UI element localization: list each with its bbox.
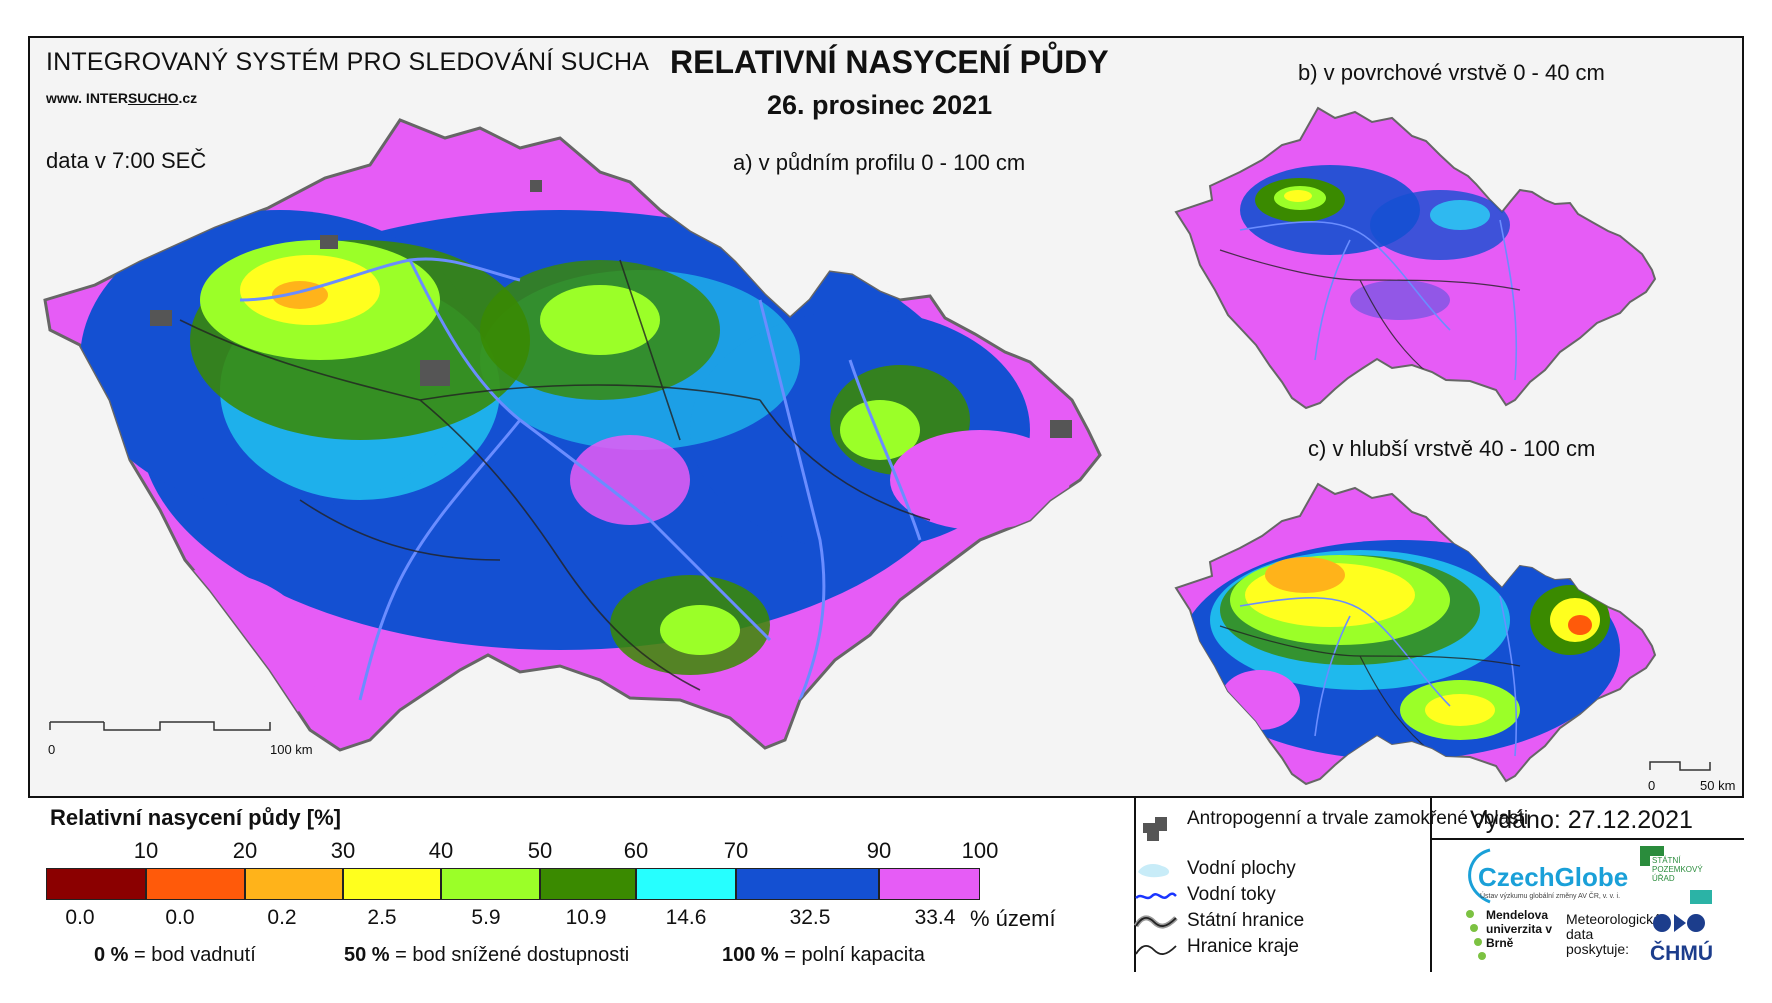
scale-c-start: 0 bbox=[1648, 778, 1656, 793]
colorbar-class bbox=[46, 868, 146, 900]
colorbar-class bbox=[245, 868, 343, 900]
map-a-label: a) v půdním profilu 0 - 100 cm bbox=[733, 150, 1026, 175]
legend-region-border-label: Hranice kraje bbox=[1187, 936, 1299, 957]
spu-accent-icon bbox=[1690, 890, 1712, 904]
system-title: INTEGROVANÝ SYSTÉM PRO SLEDOVÁNÍ SUCHA bbox=[46, 48, 650, 76]
legend-separator-1 bbox=[1134, 796, 1136, 972]
meteo-data-label: Meteorologická data poskytuje: bbox=[1566, 911, 1661, 957]
czechglobe-logo: CzechGlobe bbox=[1478, 862, 1629, 892]
colorbar-class bbox=[540, 868, 636, 900]
scale-bar-a bbox=[49, 721, 271, 731]
czechglobe-subtitle: Ústav výzkumu globální změny AV ČR, v. v… bbox=[1480, 893, 1621, 900]
class-percent: 0.2 bbox=[267, 906, 297, 929]
legend-tick: 70 bbox=[723, 838, 749, 863]
legend-tick: 10 bbox=[133, 838, 159, 863]
czechglobe-logo-icon bbox=[1468, 848, 1491, 904]
note-wilting: 0 % = bod vadnutí bbox=[94, 944, 256, 966]
legend-urban-label: Antropogenní a trvale zamokřené oblasti bbox=[1187, 808, 1529, 829]
region-border-icon bbox=[1135, 945, 1177, 955]
legend-separator-2 bbox=[1430, 796, 1432, 972]
colorbar-class bbox=[441, 868, 540, 900]
scale-bar-c bbox=[1649, 761, 1711, 771]
class-percent: 0.0 bbox=[165, 906, 195, 929]
note-capacity: 100 % = polní kapacita bbox=[722, 944, 925, 966]
legend-tick: 40 bbox=[428, 838, 454, 863]
data-time: data v 7:00 SEČ bbox=[46, 148, 207, 173]
issued-date: Vydáno: 27.12.2021 bbox=[1470, 806, 1693, 834]
legend-title: Relativní nasycení půdy [%] bbox=[50, 805, 341, 830]
page-title: RELATIVNÍ NASYCENÍ PŮDY bbox=[670, 44, 1109, 80]
scale-a-end: 100 km bbox=[270, 742, 313, 757]
colorbar-class bbox=[736, 868, 879, 900]
class-percent: 14.6 bbox=[665, 906, 707, 929]
state-border-icon bbox=[1133, 915, 1178, 929]
chmu-logo: ČHMÚ bbox=[1650, 942, 1713, 965]
scale-c-end: 50 km bbox=[1700, 778, 1736, 793]
mendel-logo: Mendelova univerzita v Brně bbox=[1486, 908, 1553, 950]
spu-logo: STÁTNÍ POZEMKOVÝ ÚŘAD bbox=[1652, 856, 1703, 883]
legend-tick: 90 bbox=[866, 838, 892, 863]
website-url[interactable]: www. INTERSUCHO.cz bbox=[46, 90, 198, 106]
legend-tick: 100 bbox=[961, 838, 999, 863]
colorbar-class bbox=[879, 868, 980, 900]
colorbar-class bbox=[343, 868, 441, 900]
spu-logo-icon bbox=[1640, 846, 1664, 866]
note-reduced: 50 % = bod snížené dostupnosti bbox=[344, 944, 630, 966]
class-percent: 2.5 bbox=[367, 906, 397, 929]
map-b-label: b) v povrchové vrstvě 0 - 40 cm bbox=[1298, 60, 1605, 85]
class-percent: 32.5 bbox=[789, 906, 831, 929]
page-date: 26. prosinec 2021 bbox=[767, 90, 993, 120]
legend-tick: 30 bbox=[330, 838, 356, 863]
chmu-logo-icon bbox=[1653, 914, 1705, 932]
legend-water-label: Vodní plochy bbox=[1187, 858, 1296, 879]
legend-tick: 20 bbox=[232, 838, 258, 863]
percent-unit: % území bbox=[970, 906, 1056, 931]
legend-tick: 60 bbox=[623, 838, 649, 863]
scale-a-start: 0 bbox=[48, 742, 56, 757]
mendel-dots-icon bbox=[1466, 910, 1486, 960]
urban-area-icon bbox=[1143, 817, 1167, 841]
class-percent: 0.0 bbox=[65, 906, 95, 929]
legend-state-border-label: Státní hranice bbox=[1187, 910, 1305, 931]
class-percent: 5.9 bbox=[471, 906, 501, 929]
river-icon bbox=[1135, 892, 1177, 900]
legend-tick: 50 bbox=[527, 838, 553, 863]
logos-divider bbox=[1430, 838, 1744, 840]
colorbar-class bbox=[146, 868, 245, 900]
map-c-label: c) v hlubší vrstvě 40 - 100 cm bbox=[1308, 436, 1596, 461]
class-percent: 10.9 bbox=[565, 906, 607, 929]
legend-river-label: Vodní toky bbox=[1187, 884, 1276, 905]
water-body-icon bbox=[1138, 864, 1170, 878]
class-percent: 33.4 bbox=[914, 906, 956, 929]
colorbar-class bbox=[636, 868, 736, 900]
